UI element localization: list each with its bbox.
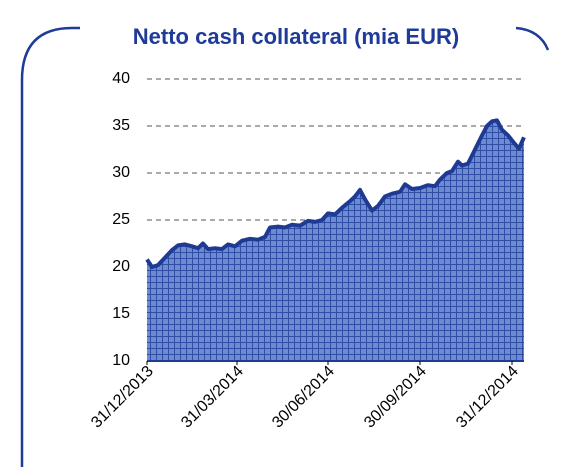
x-tick-label: 31/12/2013 — [88, 363, 157, 432]
y-tick-label: 10 — [112, 352, 130, 369]
chart-title: Netto cash collateral (mia EUR) — [133, 24, 459, 49]
x-tick-label: 31/03/2014 — [178, 363, 247, 432]
y-tick-label: 30 — [112, 164, 130, 181]
y-tick-label: 15 — [112, 305, 130, 322]
y-tick-label: 35 — [112, 117, 130, 134]
line — [145, 118, 526, 269]
area — [147, 120, 524, 362]
y-tick-label: 25 — [112, 211, 130, 228]
x-tick-label: 31/12/2014 — [453, 363, 522, 432]
x-tick-label: 30/09/2014 — [361, 363, 430, 432]
plot: 10 15 20 25 30 35 40 31/12/2013 31/03/2014 30/06/… — [88, 70, 526, 432]
y-tick-label: 20 — [112, 258, 130, 275]
frame — [20, 26, 80, 467]
x-tick-label: 30/06/2014 — [269, 363, 338, 432]
y-tick-label: 40 — [112, 70, 130, 87]
frame — [515, 26, 550, 51]
